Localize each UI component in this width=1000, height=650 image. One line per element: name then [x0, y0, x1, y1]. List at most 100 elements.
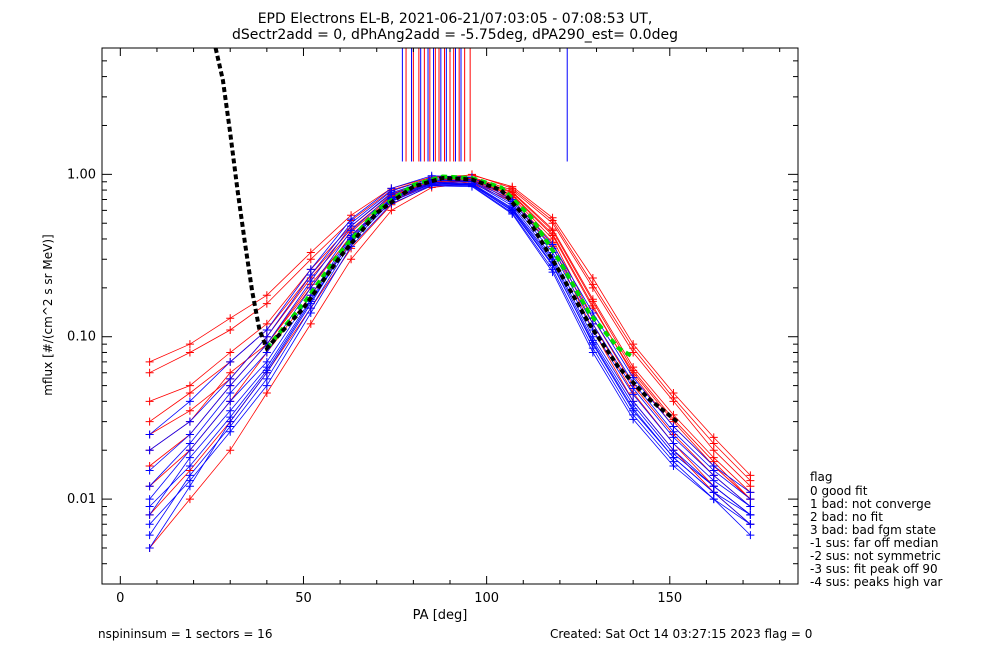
- y-tick-label: 0.01: [67, 492, 96, 507]
- data-point-marker: [306, 255, 315, 264]
- data-point-marker: [306, 248, 315, 257]
- legend-item: -1 sus: far off median: [810, 536, 938, 550]
- data-point-marker: [145, 531, 154, 540]
- data-point-marker: [226, 357, 235, 366]
- data-point-marker: [669, 439, 678, 448]
- data-point-marker: [588, 273, 597, 282]
- data-point-marker: [467, 182, 476, 191]
- x-tick-label: 50: [295, 591, 312, 606]
- x-tick-label: 100: [474, 591, 499, 606]
- data-point-marker: [226, 381, 235, 390]
- data-point-marker: [262, 389, 271, 398]
- data-point-marker: [145, 466, 154, 475]
- data-point-marker: [347, 215, 356, 224]
- data-point-marker: [746, 488, 755, 497]
- x-tick-label: 150: [657, 591, 682, 606]
- data-point-marker: [588, 338, 597, 347]
- data-point-marker: [262, 299, 271, 308]
- data-point-marker: [262, 326, 271, 335]
- data-point-marker: [548, 226, 557, 235]
- chart-title-line2: dSectr2add = 0, dPhAng2add = -5.75deg, d…: [232, 27, 678, 43]
- data-point-marker: [262, 332, 271, 341]
- data-point-marker: [145, 417, 154, 426]
- series-line: [149, 180, 751, 507]
- data-point-marker: [746, 510, 755, 519]
- data-point-marker: [548, 268, 557, 277]
- data-point-marker: [185, 446, 194, 455]
- series-line: [149, 181, 751, 516]
- data-point-marker: [709, 488, 718, 497]
- data-point-marker: [347, 226, 356, 235]
- data-point-marker: [185, 476, 194, 485]
- data-point-marker: [387, 184, 396, 193]
- data-point-marker: [145, 543, 154, 552]
- legend-item: -3 sus: fit peak off 90: [810, 562, 938, 576]
- data-point-marker: [629, 366, 638, 375]
- data-point-marker: [145, 430, 154, 439]
- x-tick-label: 0: [116, 591, 124, 606]
- data-point-marker: [629, 340, 638, 349]
- data-point-marker: [746, 520, 755, 529]
- footer-left: nspininsum = 1 sectors = 16: [98, 627, 272, 641]
- data-point-marker: [226, 446, 235, 455]
- x-axis-label: PA [deg]: [413, 608, 468, 623]
- data-point-marker: [709, 433, 718, 442]
- footer-right: Created: Sat Oct 14 03:27:15 2023 flag =…: [550, 627, 812, 641]
- series-line: [149, 184, 751, 536]
- series-line: [149, 181, 751, 516]
- data-point-marker: [226, 397, 235, 406]
- series-line: [149, 185, 751, 536]
- data-point-marker: [185, 453, 194, 462]
- data-point-marker: [226, 427, 235, 436]
- data-point-marker: [508, 209, 517, 218]
- data-point-marker: [262, 366, 271, 375]
- data-point-marker: [185, 381, 194, 390]
- data-point-marker: [145, 482, 154, 491]
- data-point-marker: [145, 520, 154, 529]
- data-point-marker: [629, 404, 638, 413]
- series-line: [149, 182, 751, 516]
- data-point-marker: [145, 510, 154, 519]
- data-point-marker: [669, 422, 678, 431]
- data-point-marker: [226, 314, 235, 323]
- data-point-marker: [306, 265, 315, 274]
- axes-layer: 0 50 100 150 0.01 0.10 1.00: [67, 47, 798, 606]
- data-point-marker: [709, 495, 718, 504]
- data-point-marker: [226, 348, 235, 357]
- data-point-marker: [669, 453, 678, 462]
- data-point-marker: [226, 413, 235, 422]
- y-tick-label: 0.10: [67, 330, 96, 345]
- series-line: [149, 177, 751, 493]
- series-line: [149, 175, 751, 493]
- data-point-marker: [508, 188, 517, 197]
- data-point-marker: [306, 319, 315, 328]
- legend-item: 2 bad: no fit: [810, 510, 883, 524]
- y-axis-label: mflux [#/(cm^2 s sr MeV)]: [41, 234, 55, 395]
- data-point-marker: [629, 415, 638, 424]
- series-line: [149, 183, 751, 549]
- flag-legend: flag 0 good fit 1 bad: not converge 2 ba…: [810, 470, 943, 589]
- data-point-marker: [226, 326, 235, 335]
- legend-item: -2 sus: not symmetric: [810, 549, 941, 563]
- chart-title-line1: EPD Electrons EL-B, 2021-06-21/07:03:05 …: [258, 11, 653, 27]
- series-line: [149, 179, 751, 507]
- data-point-marker: [629, 390, 638, 399]
- data-point-marker: [145, 446, 154, 455]
- data-point-marker: [145, 502, 154, 511]
- data-point-marker: [185, 461, 194, 470]
- data-point-marker: [185, 439, 194, 448]
- data-point-marker: [185, 389, 194, 398]
- legend-item: -4 sus: peaks high var: [810, 575, 943, 589]
- data-point-marker: [746, 471, 755, 480]
- data-point-marker: [746, 502, 755, 511]
- data-point-marker: [548, 213, 557, 222]
- data-point-marker: [185, 397, 194, 406]
- model-curve: [213, 48, 679, 424]
- data-point-marker: [262, 381, 271, 390]
- data-point-marker: [145, 397, 154, 406]
- data-point-marker: [669, 389, 678, 398]
- data-layer: [145, 48, 755, 552]
- legend-heading: flag: [810, 470, 833, 484]
- data-point-marker: [709, 476, 718, 485]
